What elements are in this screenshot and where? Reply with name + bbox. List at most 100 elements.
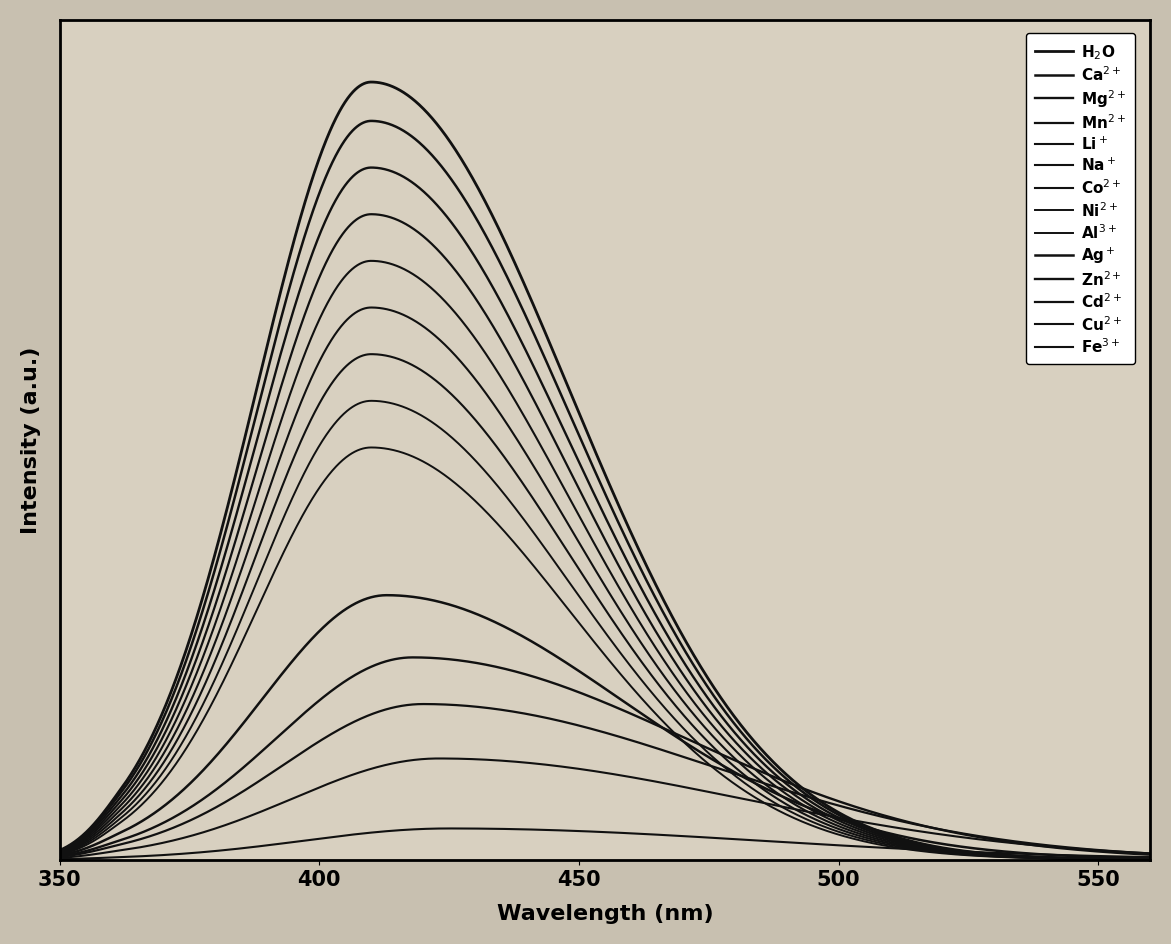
Li$^+$ <box>1143 853 1157 865</box>
H$_2$O <box>1112 853 1127 865</box>
Co$^{2+}$ <box>555 537 569 548</box>
Ag$^+$ <box>1111 852 1125 864</box>
Co$^{2+}$ <box>53 848 67 859</box>
Li$^+$ <box>53 847 67 858</box>
Co$^{2+}$ <box>912 843 926 854</box>
Mg$^{2+}$ <box>912 839 926 851</box>
Fe$^{3+}$ <box>1111 851 1125 862</box>
Mg$^{2+}$ <box>364 162 378 174</box>
Zn$^{2+}$ <box>1111 848 1125 859</box>
Na$^+$ <box>555 508 569 519</box>
Line: Li$^+$: Li$^+$ <box>60 261 1150 859</box>
Na$^+$ <box>1112 853 1127 865</box>
Ag$^+$ <box>583 673 597 684</box>
Fe$^{3+}$ <box>1143 851 1157 863</box>
Line: Mg$^{2+}$: Mg$^{2+}$ <box>60 168 1150 859</box>
Ag$^+$ <box>1143 852 1157 864</box>
Cd$^{2+}$ <box>53 851 67 863</box>
Line: Ag$^+$: Ag$^+$ <box>60 596 1150 858</box>
Ni$^{2+}$ <box>108 817 122 828</box>
H$_2$O <box>53 845 67 856</box>
Al$^{3+}$ <box>583 632 597 643</box>
Al$^{3+}$ <box>555 596 569 607</box>
H$_2$O <box>912 837 926 849</box>
Mg$^{2+}$ <box>53 846 67 857</box>
Mn$^{2+}$ <box>912 840 926 851</box>
Li$^+$ <box>912 841 926 852</box>
Line: Ni$^{2+}$: Ni$^{2+}$ <box>60 401 1150 859</box>
Line: Al$^{3+}$: Al$^{3+}$ <box>60 448 1150 859</box>
Co$^{2+}$ <box>1143 853 1157 865</box>
Cu$^{2+}$ <box>432 753 446 765</box>
Na$^+$ <box>1111 853 1125 865</box>
Zn$^{2+}$ <box>583 691 597 702</box>
Fe$^{3+}$ <box>1112 851 1127 862</box>
Zn$^{2+}$ <box>555 681 569 692</box>
Cu$^{2+}$ <box>583 765 597 776</box>
Ag$^+$ <box>53 850 67 861</box>
Y-axis label: Intensity (a.u.): Intensity (a.u.) <box>21 346 41 533</box>
Mg$^{2+}$ <box>1111 853 1125 865</box>
Cu$^{2+}$ <box>1143 848 1157 859</box>
Line: Ca$^{2+}$: Ca$^{2+}$ <box>60 122 1150 859</box>
Cd$^{2+}$ <box>108 840 122 851</box>
Cd$^{2+}$ <box>1111 846 1125 857</box>
Na$^+$ <box>364 302 378 313</box>
Co$^{2+}$ <box>1111 853 1125 865</box>
Cd$^{2+}$ <box>583 723 597 734</box>
Mn$^{2+}$ <box>1143 853 1157 865</box>
Fe$^{3+}$ <box>583 826 597 837</box>
Al$^{3+}$ <box>53 849 67 860</box>
Ni$^{2+}$ <box>1111 853 1125 865</box>
Ca$^{2+}$ <box>1112 853 1127 865</box>
Mn$^{2+}$ <box>1111 853 1125 865</box>
Cu$^{2+}$ <box>1112 846 1127 857</box>
H$_2$O <box>555 366 569 378</box>
Line: Cd$^{2+}$: Cd$^{2+}$ <box>60 704 1150 857</box>
Na$^+$ <box>912 842 926 853</box>
Mn$^{2+}$ <box>555 449 569 461</box>
Ag$^+$ <box>379 590 393 601</box>
Zn$^{2+}$ <box>108 836 122 848</box>
Fe$^{3+}$ <box>108 851 122 863</box>
Ni$^{2+}$ <box>1112 853 1127 865</box>
Na$^+$ <box>108 810 122 821</box>
Co$^{2+}$ <box>583 582 597 593</box>
Ca$^{2+}$ <box>1143 853 1157 865</box>
Co$^{2+}$ <box>1112 853 1127 865</box>
Zn$^{2+}$ <box>405 652 419 664</box>
Ca$^{2+}$ <box>53 845 67 856</box>
Zn$^{2+}$ <box>912 819 926 831</box>
Al$^{3+}$ <box>364 443 378 454</box>
Na$^+$ <box>583 556 597 567</box>
Ni$^{2+}$ <box>364 396 378 407</box>
Li$^+$ <box>1111 853 1125 865</box>
Ni$^{2+}$ <box>555 566 569 578</box>
Mg$^{2+}$ <box>108 799 122 810</box>
Co$^{2+}$ <box>108 814 122 825</box>
Line: H$_2$O: H$_2$O <box>60 83 1150 859</box>
X-axis label: Wavelength (nm): Wavelength (nm) <box>497 903 713 923</box>
Zn$^{2+}$ <box>1143 850 1157 861</box>
Cu$^{2+}$ <box>1111 846 1125 857</box>
Cu$^{2+}$ <box>108 846 122 857</box>
Li$^+$ <box>364 256 378 267</box>
Na$^+$ <box>1143 853 1157 865</box>
Mn$^{2+}$ <box>108 802 122 814</box>
Mn$^{2+}$ <box>583 506 597 517</box>
Fe$^{3+}$ <box>555 825 569 836</box>
Cd$^{2+}$ <box>555 716 569 727</box>
Al$^{3+}$ <box>1111 853 1125 865</box>
H$_2$O <box>1143 853 1157 865</box>
Cd$^{2+}$ <box>1112 846 1127 857</box>
Ag$^+$ <box>912 834 926 846</box>
Cd$^{2+}$ <box>1143 848 1157 859</box>
Ca$^{2+}$ <box>364 116 378 127</box>
Line: Fe$^{3+}$: Fe$^{3+}$ <box>60 829 1150 859</box>
Line: Na$^+$: Na$^+$ <box>60 308 1150 859</box>
Ag$^+$ <box>108 830 122 841</box>
Ni$^{2+}$ <box>912 844 926 855</box>
Li$^+$ <box>555 479 569 490</box>
Co$^{2+}$ <box>364 349 378 361</box>
Ca$^{2+}$ <box>555 391 569 402</box>
